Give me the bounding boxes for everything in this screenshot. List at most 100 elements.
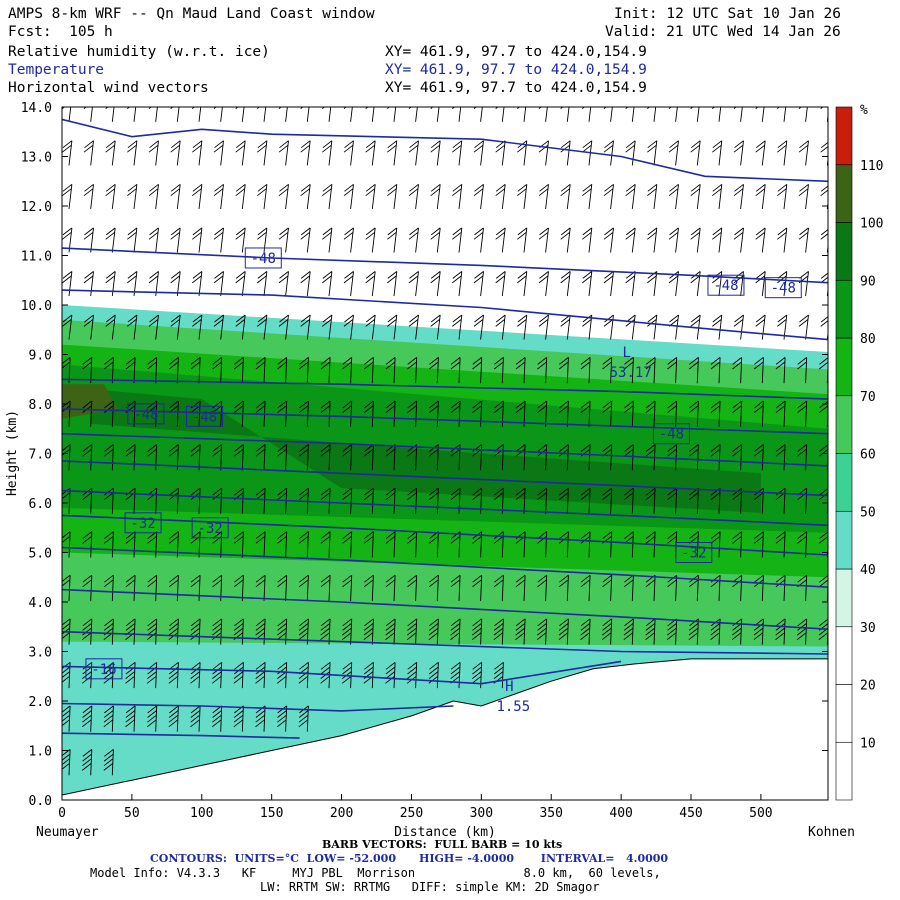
wind-barb — [213, 140, 224, 166]
wind-barb — [212, 357, 223, 384]
wind-barb — [797, 444, 808, 471]
wind-barb — [452, 140, 463, 166]
wind-barb — [667, 574, 678, 602]
wind-barb — [558, 400, 569, 427]
wind-barb — [753, 400, 764, 427]
wind-barb — [192, 271, 203, 297]
wind-barb — [777, 107, 787, 122]
wind-barb — [103, 400, 114, 427]
wind-barb — [407, 574, 418, 602]
wind-barb — [125, 574, 136, 602]
colorbar-label: 40 — [860, 563, 876, 578]
wind-barb — [62, 705, 71, 732]
wind-barb — [797, 357, 808, 384]
wind-barb — [298, 574, 309, 602]
wind-barb — [733, 183, 744, 210]
wind-barb — [322, 183, 333, 210]
x-tick-label: 200 — [330, 806, 353, 821]
colorbar-label: 100 — [860, 217, 883, 232]
isotherm-label-box — [124, 512, 162, 534]
wind-barb — [517, 183, 528, 210]
colorbar-segment — [835, 106, 853, 166]
wind-barb — [62, 140, 73, 166]
wind-barb — [103, 357, 114, 384]
wind-barb — [192, 227, 203, 253]
isotherm-label: -48 — [659, 427, 684, 443]
wind-barb — [320, 444, 331, 471]
wind-barb — [276, 618, 288, 645]
wind-barb — [560, 140, 571, 166]
wind-barb — [365, 314, 376, 340]
wind-barb — [125, 618, 136, 645]
wind-barb — [690, 183, 701, 210]
wind-barb — [602, 400, 613, 427]
wind-barb — [300, 107, 310, 122]
wind-barb — [278, 107, 288, 122]
wind-barb — [190, 357, 201, 384]
wind-barb — [755, 183, 766, 210]
x-tick-label: 250 — [400, 806, 423, 821]
wind-barb — [277, 574, 288, 602]
wind-barb — [407, 531, 418, 558]
colorbar-segment — [835, 626, 853, 685]
wind-barb — [277, 444, 288, 471]
wind-barb — [798, 183, 809, 210]
wind-barb — [775, 400, 786, 427]
isotherm-line — [62, 118, 828, 183]
isotherm-label: -32 — [198, 521, 223, 537]
wind-barb — [538, 183, 549, 210]
wind-barb — [582, 107, 592, 122]
wind-barb — [580, 357, 591, 384]
wind-barb — [430, 314, 441, 340]
wind-barb — [495, 314, 506, 340]
wind-barb — [473, 271, 484, 297]
wind-barb — [625, 140, 636, 166]
wind-barb — [537, 487, 548, 514]
isotherm-line — [62, 514, 828, 556]
wind-barb — [755, 271, 766, 297]
wind-barb — [385, 400, 396, 427]
colorbar-segment — [835, 684, 853, 743]
wind-barb — [473, 227, 484, 253]
wind-barb — [645, 400, 656, 427]
wind-barb — [428, 400, 439, 427]
wind-barb — [235, 183, 246, 210]
wind-barb — [625, 271, 636, 297]
wind-barb — [148, 140, 159, 166]
wind-barb — [623, 444, 634, 471]
isotherm-line — [62, 630, 828, 655]
isotherm-line — [62, 432, 828, 467]
wind-barb — [601, 618, 613, 645]
isotherm-line — [62, 247, 828, 284]
extrema: L 53.17 H 1.55 — [496, 345, 651, 715]
wind-barb — [603, 107, 613, 122]
wind-barb — [473, 107, 483, 122]
wind-barb — [712, 107, 722, 122]
wind-barb — [493, 357, 504, 384]
y-tick-label: 1.0 — [29, 745, 52, 760]
wind-barb — [450, 357, 461, 384]
wind-barb — [647, 183, 658, 210]
wind-barb — [733, 140, 744, 166]
isotherm-line — [62, 378, 828, 400]
wind-barb — [148, 314, 159, 340]
wind-barb — [603, 183, 614, 210]
wind-barb — [603, 227, 614, 253]
wind-barb — [517, 271, 528, 297]
wind-barb — [387, 183, 398, 210]
wind-barb — [387, 271, 398, 297]
wind-barb — [105, 314, 116, 340]
wind-barb — [81, 618, 93, 645]
y-tick-label: 3.0 — [29, 646, 52, 661]
wind-barb — [62, 271, 73, 297]
wind-barb — [192, 314, 203, 340]
wind-barb — [257, 271, 268, 297]
wind-barb — [430, 183, 441, 210]
wind-barb — [712, 140, 723, 166]
wind-barb — [83, 314, 94, 340]
wind-barb — [580, 487, 591, 514]
wind-barb — [322, 107, 332, 122]
wind-barb — [668, 227, 679, 253]
wind-barb — [407, 400, 418, 427]
wind-barb — [233, 444, 244, 471]
